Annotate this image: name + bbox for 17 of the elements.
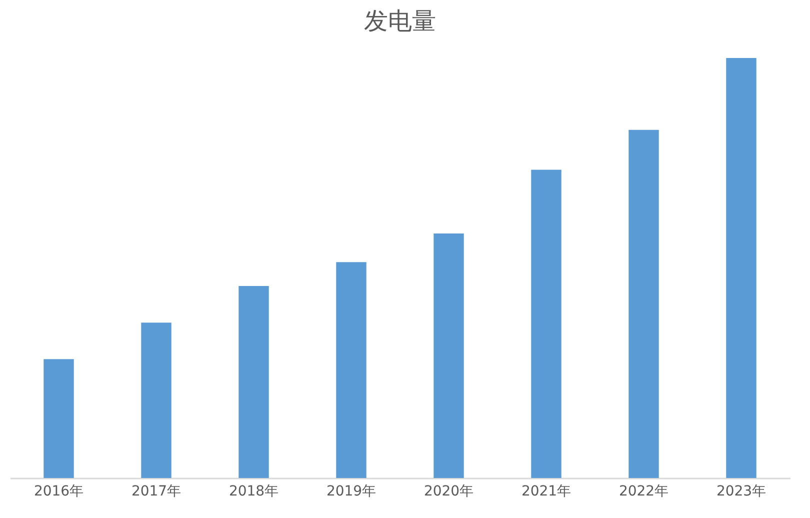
x-tick-label: 2022年 [618, 484, 669, 500]
bar [44, 359, 74, 478]
x-tick-label: 2019年 [326, 484, 376, 500]
x-tick-label: 2018年 [228, 484, 279, 500]
bar [531, 170, 562, 478]
bar [238, 286, 269, 478]
chart-title: 发电量 [364, 7, 436, 35]
bar [726, 58, 756, 478]
bar [141, 322, 172, 478]
bar [336, 262, 366, 478]
x-tick-label: 2023年 [716, 484, 766, 500]
x-tick-label: 2021年 [521, 484, 572, 500]
x-tick-label: 2017年 [131, 484, 182, 500]
x-tick-label: 2016年 [34, 484, 84, 500]
bar [434, 234, 464, 478]
x-tick-label: 2020年 [424, 484, 474, 500]
bar [628, 130, 659, 478]
